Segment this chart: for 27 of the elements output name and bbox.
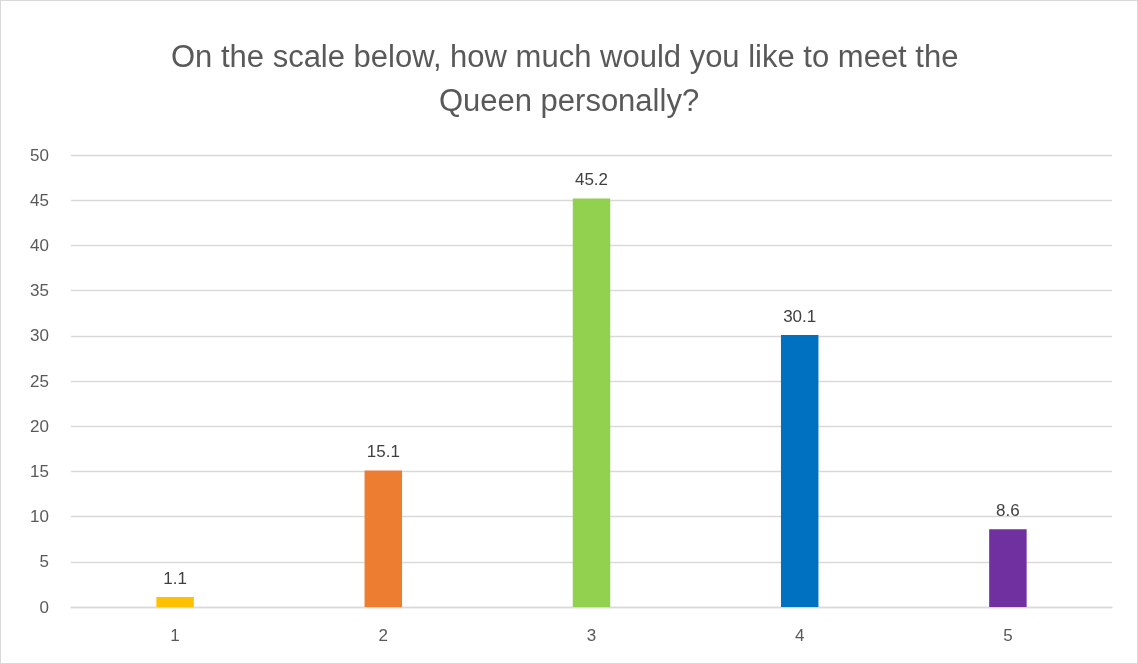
data-label: 15.1 [366, 442, 400, 462]
y-tick-label: 15 [30, 461, 49, 481]
y-tick-label: 40 [30, 235, 49, 255]
data-label: 45.2 [574, 170, 609, 190]
y-tick-label: 0 [39, 597, 49, 617]
y-tick-label: 25 [30, 371, 49, 391]
data-label: 8.6 [996, 501, 1020, 521]
x-tick-label: 2 [378, 626, 389, 645]
bar [989, 529, 1027, 607]
y-tick-label: 20 [30, 416, 49, 436]
data-label: 30.1 [783, 306, 817, 326]
y-tick-label: 35 [30, 281, 49, 301]
data-label: 1.1 [163, 569, 187, 589]
x-tick-label: 3 [586, 626, 597, 645]
bar [364, 470, 403, 607]
bar [572, 198, 611, 607]
x-tick-label: 4 [794, 626, 805, 645]
x-tick-label: 1 [170, 626, 180, 645]
chart-title: On the scale below, how much would you like to meet the Queen personally? [170, 38, 968, 118]
y-tick-label: 45 [30, 190, 49, 210]
y-tick-label: 30 [30, 326, 49, 346]
bar [156, 597, 194, 607]
y-tick-label: 5 [39, 552, 49, 572]
bar [780, 334, 819, 607]
y-tick-label: 50 [30, 145, 49, 165]
y-tick-label: 10 [30, 507, 49, 527]
x-tick-label: 5 [1003, 626, 1013, 645]
